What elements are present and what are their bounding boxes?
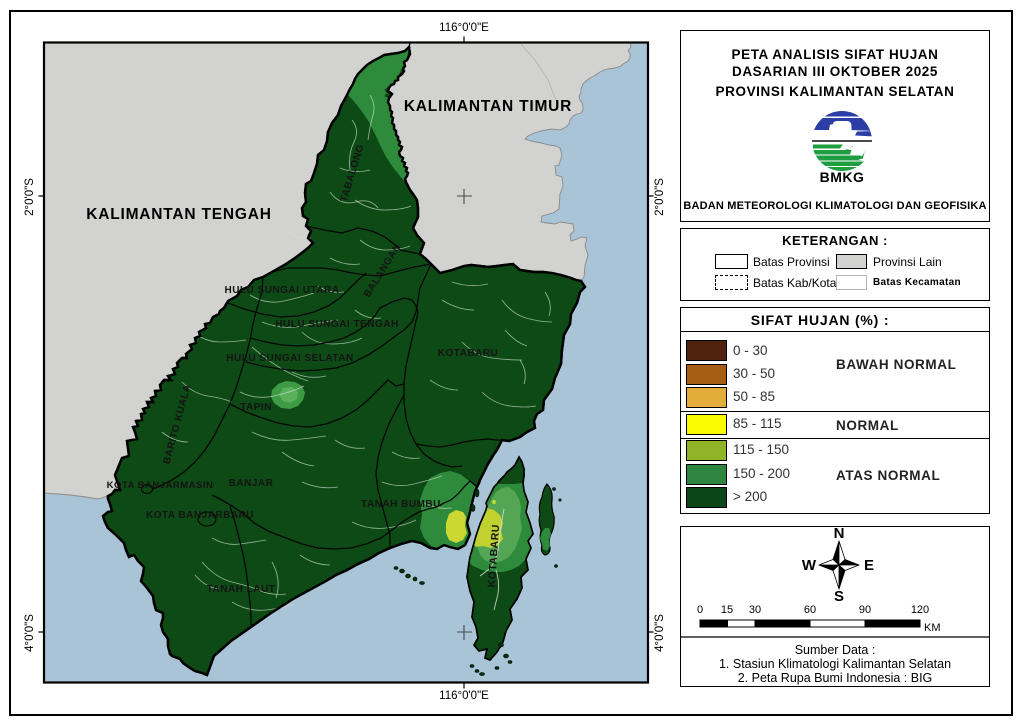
svg-text:2°0'0"S: 2°0'0"S — [654, 178, 666, 216]
svg-text:TANAH BUMBU: TANAH BUMBU — [361, 499, 441, 510]
svg-text:BANJAR: BANJAR — [229, 478, 274, 489]
svg-text:30: 30 — [749, 604, 761, 616]
svg-text:4°0'0"S: 4°0'0"S — [654, 614, 666, 652]
svg-text:HULU SUNGAI SELATAN: HULU SUNGAI SELATAN — [226, 353, 353, 364]
svg-text:E: E — [864, 557, 874, 574]
svg-text:120: 120 — [911, 604, 929, 616]
svg-text:TANAH LAUT: TANAH LAUT — [207, 584, 276, 595]
svg-text:W: W — [802, 557, 817, 574]
svg-text:KOTABARU: KOTABARU — [438, 348, 498, 359]
svg-text:KALIMANTAN TENGAH: KALIMANTAN TENGAH — [86, 206, 272, 223]
svg-text:KALIMANTAN TIMUR: KALIMANTAN TIMUR — [404, 98, 572, 115]
svg-text:HULU SUNGAI UTARA: HULU SUNGAI UTARA — [225, 285, 340, 296]
svg-text:HULU SUNGAI TENGAH: HULU SUNGAI TENGAH — [275, 319, 398, 330]
svg-text:60: 60 — [804, 604, 816, 616]
svg-text:15: 15 — [721, 604, 733, 616]
svg-text:90: 90 — [859, 604, 871, 616]
svg-text:N: N — [834, 525, 845, 542]
svg-text:TAPIN: TAPIN — [240, 402, 272, 413]
svg-text:116°0'0"E: 116°0'0"E — [439, 22, 489, 34]
svg-text:0: 0 — [697, 604, 703, 616]
svg-text:116°0'0"E: 116°0'0"E — [439, 690, 489, 702]
svg-text:KOTA BANJARMASIN: KOTA BANJARMASIN — [107, 480, 214, 491]
svg-text:4°0'0"S: 4°0'0"S — [24, 614, 36, 652]
svg-text:2°0'0"S: 2°0'0"S — [24, 178, 36, 216]
svg-text:KOTA BANJARBARU: KOTA BANJARBARU — [146, 510, 254, 521]
svg-text:BMKG: BMKG — [820, 169, 865, 185]
svg-text:S: S — [834, 588, 844, 605]
svg-text:KOTABARU: KOTABARU — [486, 524, 502, 588]
svg-text:KM: KM — [924, 622, 941, 634]
